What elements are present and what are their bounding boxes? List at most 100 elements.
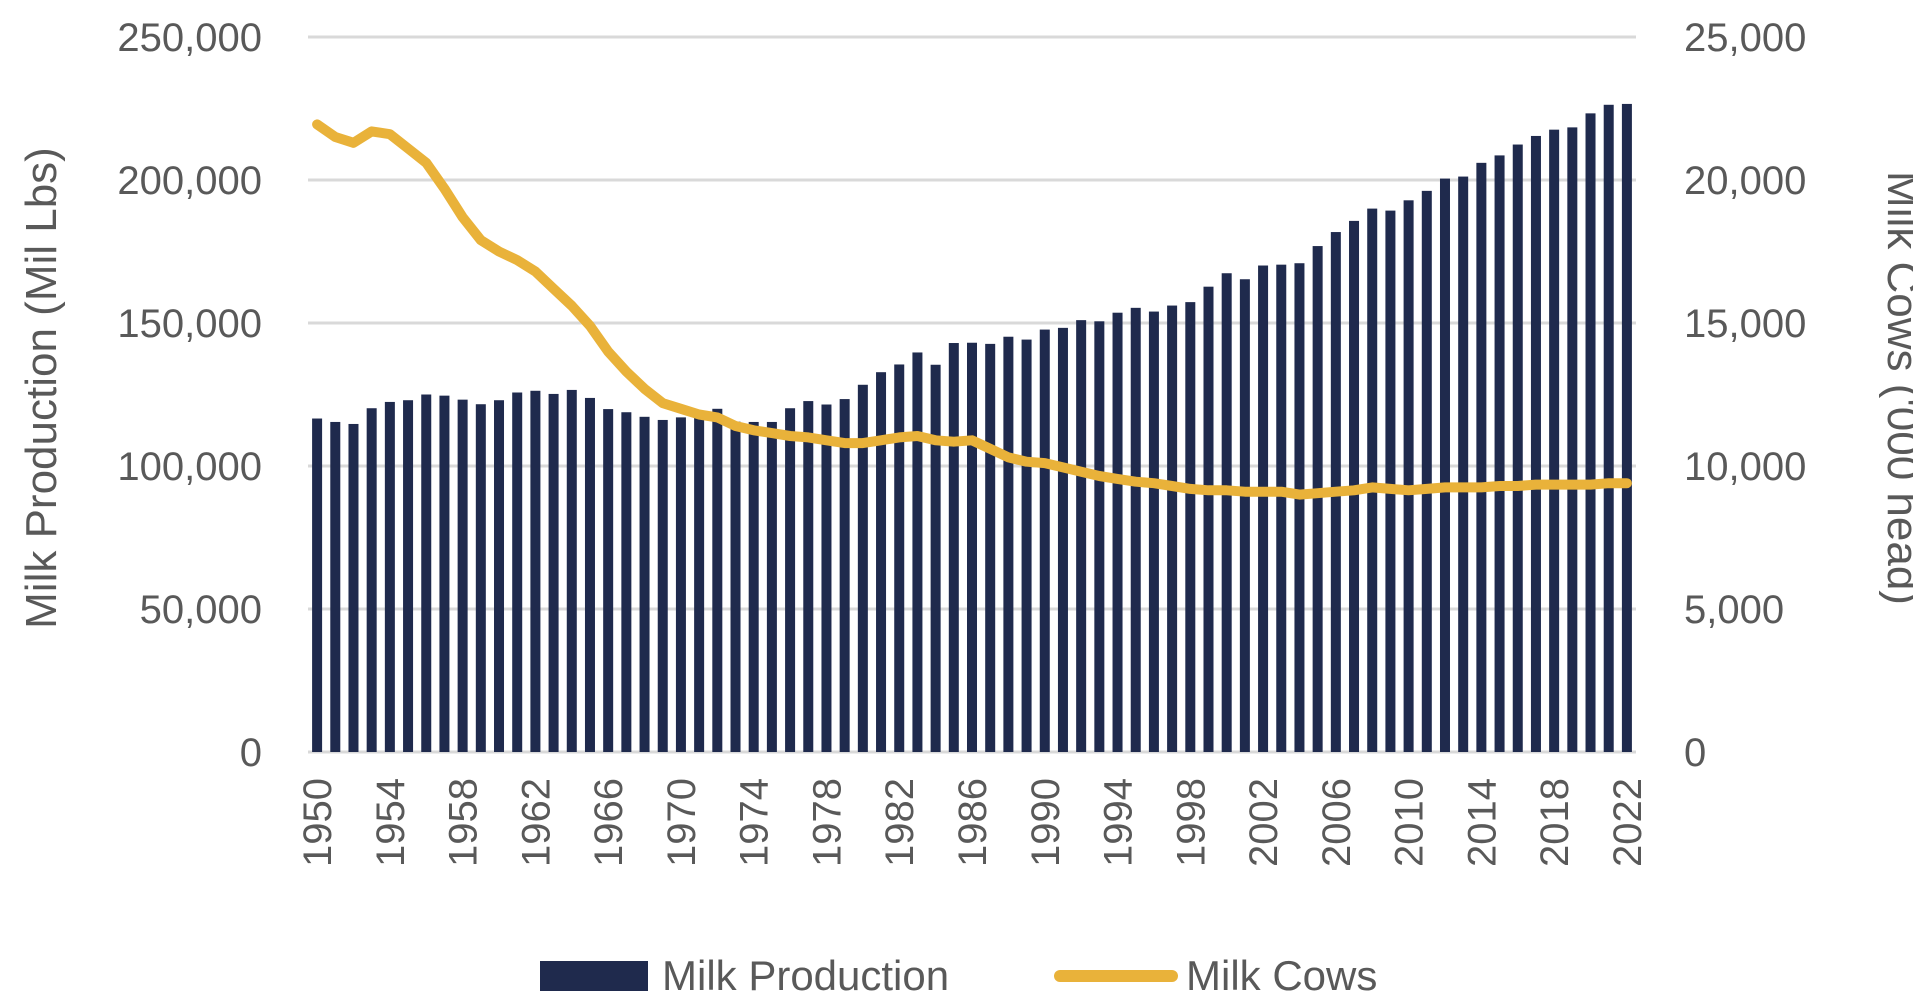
x-tick-label: 1958 — [442, 778, 486, 867]
production-bar — [1549, 129, 1560, 752]
production-bar — [675, 417, 686, 752]
production-bar — [439, 395, 450, 752]
x-tick-label: 1970 — [660, 778, 704, 867]
production-bar — [1057, 327, 1068, 752]
production-bar — [1130, 307, 1141, 752]
left-tick-label: 100,000 — [117, 445, 262, 489]
production-bar — [694, 413, 705, 752]
production-bar — [1203, 286, 1214, 752]
production-bar — [821, 404, 832, 752]
production-bar — [548, 393, 559, 752]
production-bar — [1567, 127, 1578, 753]
x-tick-label: 1994 — [1097, 778, 1141, 867]
production-bar — [1239, 279, 1250, 752]
production-bar — [730, 421, 741, 752]
left-axis-ticks: 0 50,000 100,000 150,000 200,000 250,000 — [117, 16, 262, 775]
production-bar — [1221, 273, 1232, 752]
production-bar — [1621, 103, 1632, 752]
production-bar — [985, 343, 996, 752]
right-tick-label: 20,000 — [1684, 159, 1806, 203]
legend-swatch-milk-production — [540, 961, 648, 991]
production-bar — [1312, 246, 1323, 753]
production-bar — [966, 342, 978, 752]
x-tick-label: 1978 — [806, 778, 850, 867]
x-tick-label: 1974 — [733, 778, 777, 867]
production-bar — [1385, 210, 1396, 753]
production-bar — [512, 392, 523, 752]
production-bar — [1003, 336, 1014, 752]
right-tick-label: 10,000 — [1684, 445, 1806, 489]
production-bar — [1039, 329, 1050, 752]
x-tick-label: 2006 — [1315, 778, 1359, 867]
production-bar — [876, 372, 887, 752]
production-bar — [1476, 162, 1487, 753]
left-tick-label: 50,000 — [140, 588, 262, 632]
x-tick-label: 1966 — [587, 778, 631, 867]
right-axis-title: Milk Cows ('000 head) — [1878, 171, 1913, 605]
production-bar — [894, 364, 905, 752]
production-bar — [1112, 312, 1123, 752]
x-tick-label: 2018 — [1533, 778, 1577, 867]
production-bar — [839, 399, 850, 752]
production-bar — [603, 409, 614, 752]
x-tick-label: 1950 — [296, 778, 340, 867]
right-tick-label: 5,000 — [1684, 588, 1784, 632]
legend: Milk Production Milk Cows — [540, 952, 1377, 998]
x-tick-label: 2010 — [1388, 778, 1432, 867]
production-bar — [566, 389, 577, 752]
production-bar — [1185, 302, 1196, 752]
production-bar — [1148, 311, 1159, 752]
production-bar — [657, 419, 668, 752]
production-bar — [1367, 208, 1378, 753]
production-bar — [857, 384, 868, 752]
right-axis-ticks: 0 5,000 10,000 15,000 20,000 25,000 — [1684, 16, 1806, 775]
left-tick-label: 200,000 — [117, 159, 262, 203]
production-bar — [766, 421, 777, 752]
production-bar — [748, 421, 759, 752]
x-tick-label: 1962 — [514, 778, 558, 867]
production-bar — [330, 421, 341, 752]
x-axis-ticks: 1950 1954 1958 1962 1966 1970 1974 1978 1982 1986… — [296, 778, 1650, 867]
production-bar — [457, 399, 468, 752]
production-bar — [621, 412, 632, 752]
production-bar — [312, 418, 323, 752]
x-tick-label: 1998 — [1169, 778, 1213, 867]
production-bar — [1294, 263, 1305, 752]
production-bar — [384, 401, 395, 752]
x-tick-label: 1990 — [1024, 778, 1068, 867]
production-bar — [803, 401, 814, 752]
production-bar — [1603, 104, 1614, 753]
production-bar — [1258, 265, 1269, 752]
production-bar — [1421, 190, 1432, 753]
production-bar — [494, 400, 505, 752]
production-bar — [421, 394, 432, 752]
production-bar — [912, 352, 923, 752]
x-tick-label: 1954 — [369, 778, 413, 867]
production-bar — [639, 416, 650, 752]
production-bar — [948, 343, 959, 752]
production-bar — [930, 364, 941, 752]
production-bar — [403, 400, 414, 752]
production-bar — [348, 423, 359, 752]
x-tick-label: 2022 — [1606, 778, 1650, 867]
left-tick-label: 150,000 — [117, 302, 262, 346]
production-bar — [1439, 178, 1450, 752]
x-tick-label: 1982 — [878, 778, 922, 867]
x-tick-label: 2014 — [1460, 778, 1504, 867]
milk-production-bars — [312, 103, 1632, 753]
production-bar — [584, 397, 595, 752]
left-tick-label: 0 — [240, 731, 262, 775]
production-bar — [1585, 113, 1596, 752]
right-tick-label: 15,000 — [1684, 302, 1806, 346]
production-bar — [1021, 339, 1032, 752]
production-bar — [530, 390, 541, 752]
left-axis-title: Milk Production (Mil Lbs) — [17, 147, 66, 629]
production-bar — [1530, 135, 1541, 752]
production-bar — [1458, 176, 1469, 752]
production-bar — [785, 408, 796, 752]
production-bar — [712, 408, 723, 752]
production-bar — [1167, 305, 1178, 752]
legend-label-milk-cows: Milk Cows — [1186, 952, 1377, 998]
production-bar — [1076, 320, 1087, 752]
milk-cows-line — [312, 119, 1632, 500]
